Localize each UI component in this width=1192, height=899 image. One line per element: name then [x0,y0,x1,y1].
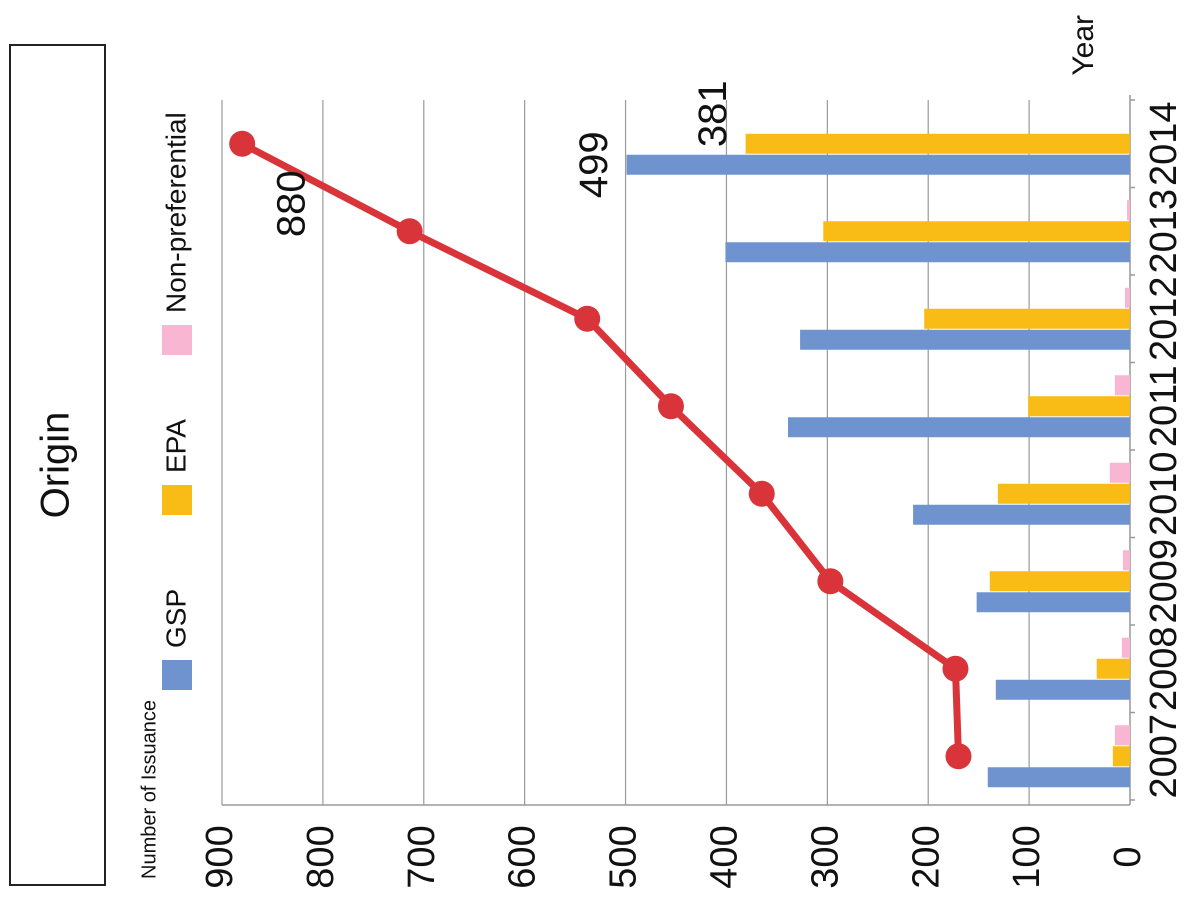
bar [1109,462,1131,483]
line-marker [657,393,684,420]
bar [1114,725,1131,746]
x-tick-label: 2008 [1143,626,1185,711]
bar [725,242,1130,263]
bar [913,504,1130,525]
y-tick-label: 700 [401,825,443,888]
legend-swatch [162,660,192,690]
bar [800,329,1130,350]
x-tick-label: 2010 [1143,451,1185,536]
x-tick-label: 2007 [1143,714,1185,799]
legend-label: EPA [160,419,191,473]
y-tick-label: 0 [1107,846,1149,867]
line-marker [945,743,972,770]
legend-label: Non-preferential [160,112,191,313]
y-tick-label: 400 [703,825,745,888]
bar [989,571,1131,592]
bar [997,483,1131,504]
rotated-chart: Origin Number of Issuance Year 0 100 200 30… [9,15,1185,889]
bar [995,679,1130,700]
x-tick-label: 2012 [1143,276,1185,361]
line-marker [748,480,775,507]
y-tick-label: 300 [804,825,846,888]
line-marker [817,568,844,595]
data-label: 381 [691,80,735,147]
line-marker [229,130,256,157]
bar [976,592,1130,613]
line-marker [942,655,969,682]
bar [626,154,1130,175]
y-tick-label: 900 [199,825,241,888]
x-tick-label: 2013 [1143,189,1185,274]
chart-title: Origin [34,412,78,519]
y-tick-label: 100 [1006,825,1048,888]
bar [787,417,1131,438]
line-marker [574,305,601,332]
x-axis-label: Year [1067,15,1100,76]
bar [1028,396,1130,417]
x-tick-label: 2011 [1143,365,1185,447]
x-tick-label: 2009 [1143,539,1185,624]
y-tick-label: 600 [502,825,544,888]
x-tick-label: 2014 [1143,101,1185,186]
bar [1122,550,1130,571]
bar [823,221,1130,242]
title-box [9,44,106,886]
legend-swatch [162,325,192,355]
bar [1114,375,1131,396]
y-tick-label: 500 [603,825,645,888]
bar [1124,287,1131,308]
line [240,140,962,757]
bar [1126,200,1131,221]
bar [924,308,1130,329]
y-tick-label: 800 [300,825,342,888]
y-tick-label: 200 [905,825,947,888]
bar [1112,746,1130,767]
data-label: 499 [572,131,616,198]
y-axis-label: Number of Issuance [138,700,160,879]
line-marker [396,218,423,245]
bar [987,767,1130,788]
bar [1096,658,1130,679]
legend-swatch [162,485,192,515]
data-label: 880 [270,170,314,237]
bar [745,133,1130,154]
bar [1121,637,1130,658]
legend-label: GSP [160,589,191,648]
